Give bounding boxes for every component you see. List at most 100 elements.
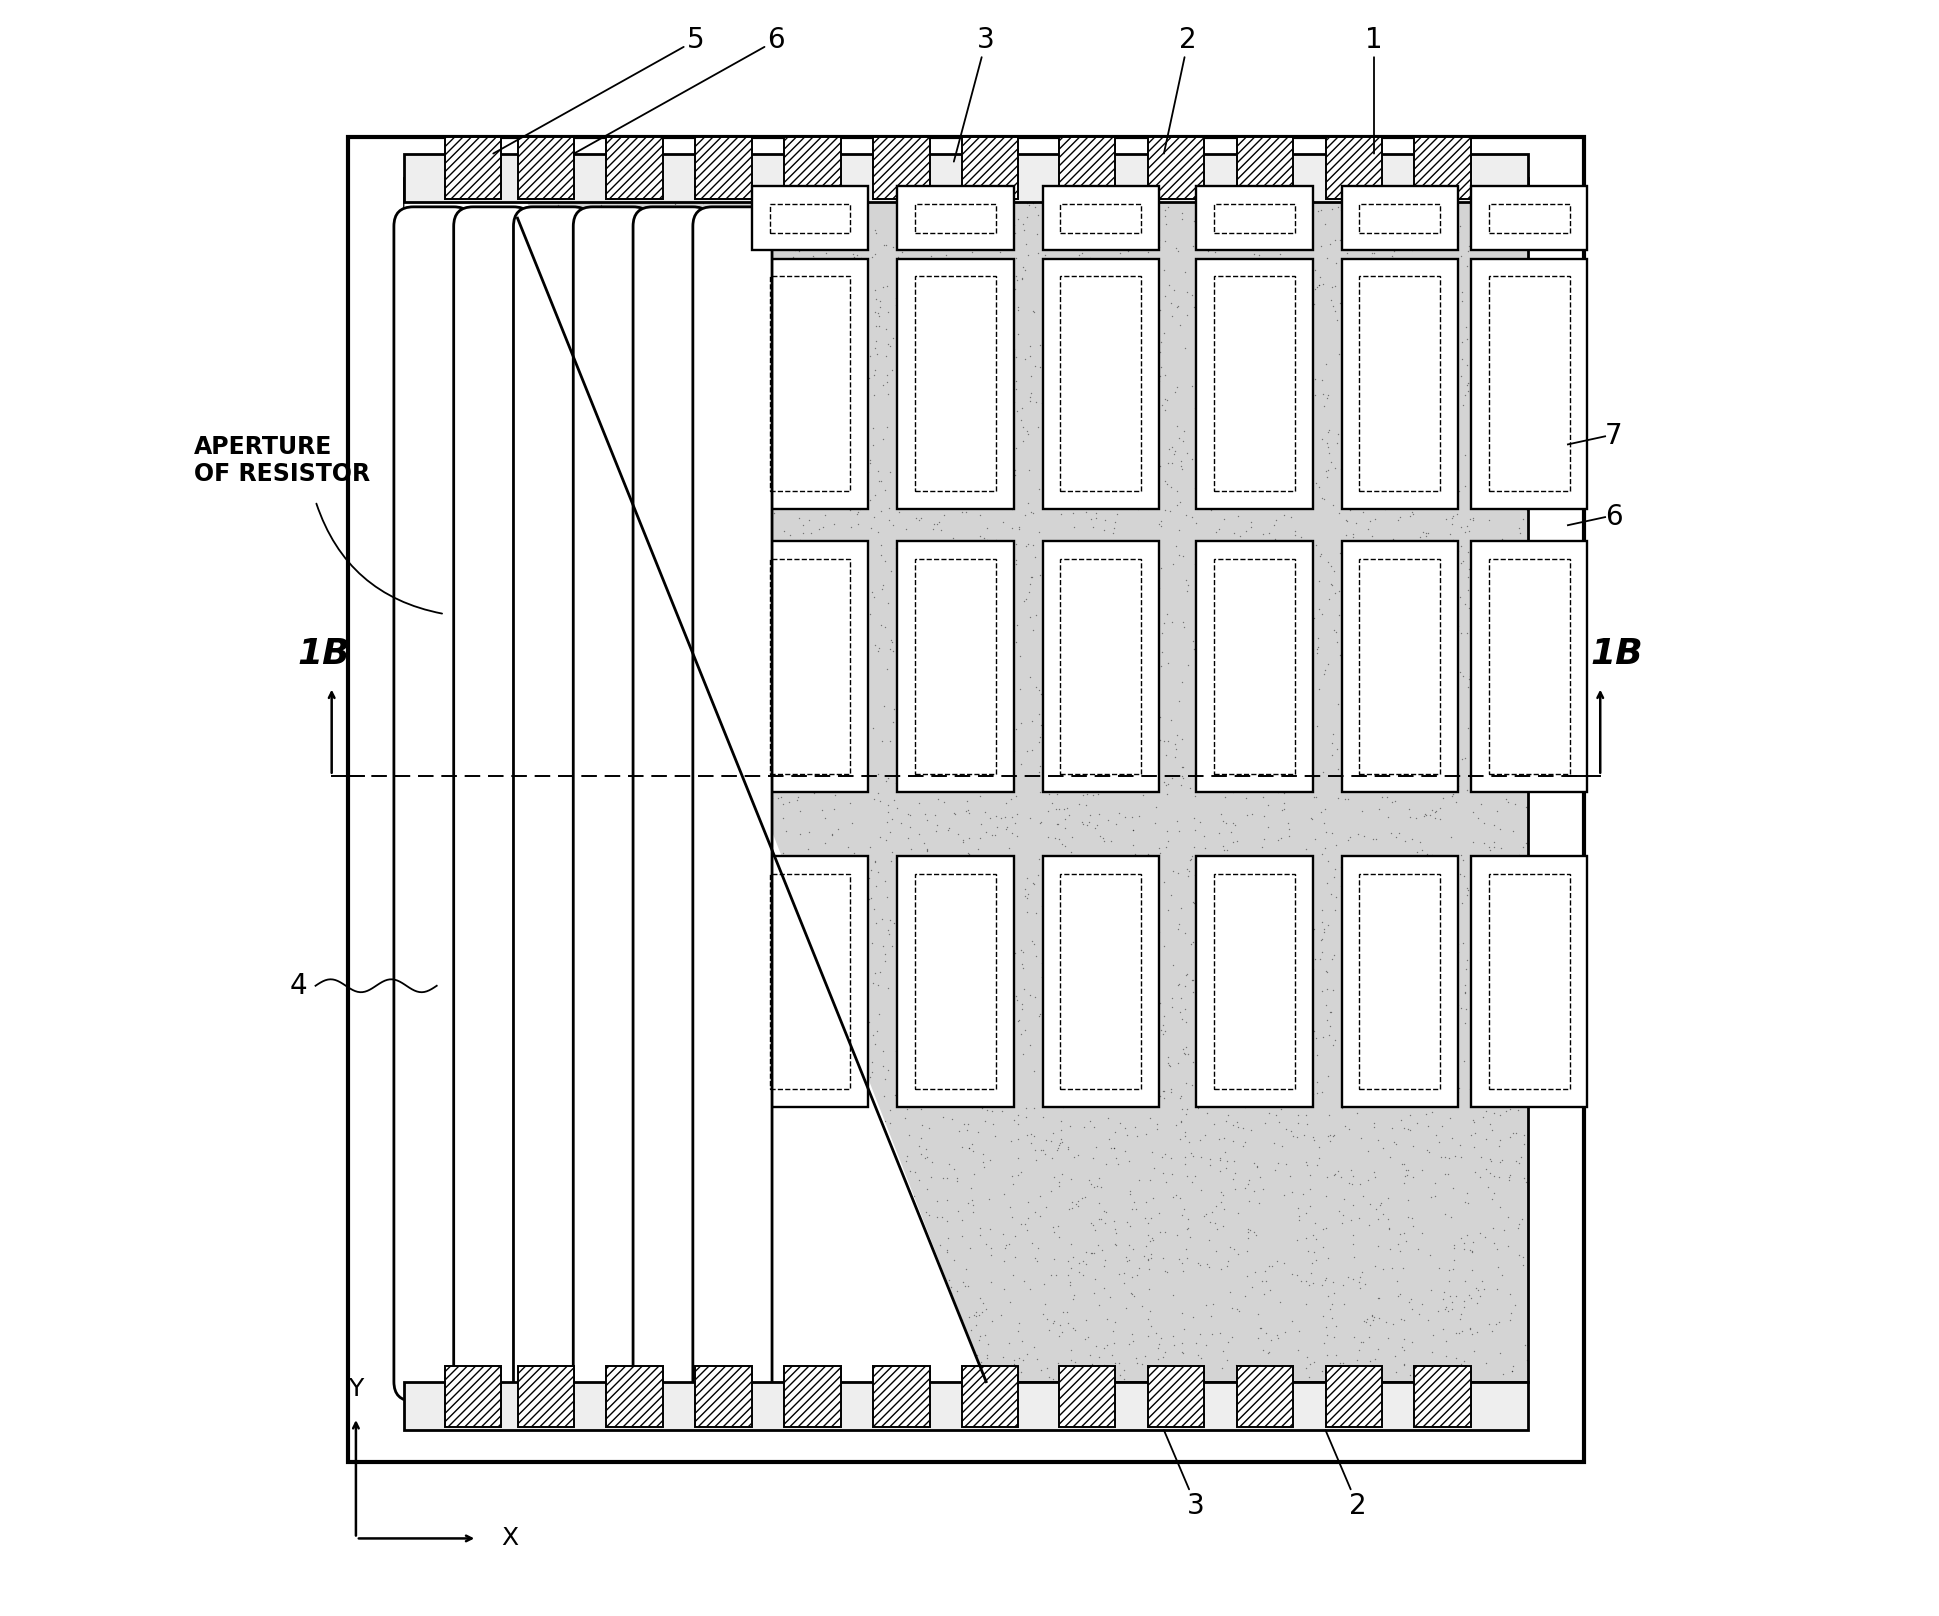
Point [1367, 690, 1398, 716]
Point [657, 1236, 688, 1262]
Point [690, 456, 721, 482]
Point [1371, 577, 1402, 603]
Point [1165, 1109, 1196, 1134]
Point [1200, 690, 1231, 716]
Point [1059, 968, 1090, 994]
Point [1503, 1241, 1534, 1267]
Point [1103, 239, 1134, 265]
Point [648, 1362, 679, 1388]
Point [1115, 803, 1146, 829]
Point [1142, 983, 1173, 1008]
Point [1173, 847, 1204, 873]
Point [1289, 1354, 1320, 1380]
Point [1227, 331, 1258, 357]
Point [1264, 570, 1295, 596]
Point [933, 643, 964, 669]
Point [1388, 1351, 1419, 1377]
Point [650, 291, 681, 317]
Point [1229, 1094, 1260, 1120]
Point [1181, 323, 1212, 349]
Point [1132, 1248, 1163, 1273]
Point [535, 448, 566, 473]
Point [1026, 1138, 1057, 1164]
Point [452, 1290, 483, 1315]
Point [946, 1270, 977, 1296]
Point [491, 911, 522, 937]
Point [966, 811, 997, 837]
Point [789, 532, 820, 558]
Point [409, 1262, 440, 1288]
Point [626, 1099, 657, 1125]
Point [1187, 255, 1218, 281]
Point [772, 612, 803, 638]
Point [871, 810, 902, 835]
Point [1309, 351, 1340, 377]
Point [659, 918, 690, 944]
Point [396, 486, 427, 512]
Point [1330, 729, 1361, 755]
Point [1303, 473, 1334, 499]
Point [1478, 1230, 1509, 1256]
Point [413, 433, 444, 459]
Point [741, 1058, 772, 1084]
Point [411, 415, 442, 441]
Point [1043, 1324, 1074, 1349]
Point [1280, 941, 1311, 966]
Point [814, 250, 845, 276]
Point [440, 370, 471, 396]
Point [1394, 444, 1425, 470]
Point [642, 449, 673, 475]
Point [489, 1189, 520, 1215]
Point [539, 212, 570, 238]
Point [931, 624, 962, 650]
Point [1419, 1122, 1450, 1147]
Point [570, 718, 601, 743]
Point [1443, 992, 1474, 1018]
Point [714, 419, 745, 444]
Point [766, 428, 797, 454]
Point [1191, 1251, 1222, 1277]
Point [1419, 323, 1450, 349]
Point [1154, 436, 1185, 462]
Point [1326, 220, 1357, 246]
Point [1022, 1248, 1053, 1273]
Point [524, 1107, 555, 1133]
Point [655, 884, 686, 910]
Point [1311, 464, 1342, 490]
Point [1059, 941, 1090, 966]
Point [1235, 692, 1266, 718]
Point [727, 1113, 758, 1139]
Point [1001, 784, 1032, 810]
Point [1032, 781, 1063, 806]
Point [1033, 204, 1065, 229]
Point [845, 952, 876, 978]
Point [729, 288, 760, 314]
Point [663, 1207, 694, 1233]
Point [1417, 768, 1448, 793]
Point [1410, 399, 1441, 425]
Point [1295, 191, 1326, 217]
Point [880, 292, 911, 318]
Point [1287, 726, 1319, 751]
Point [704, 331, 735, 357]
Point [756, 621, 787, 646]
Point [1101, 1010, 1132, 1036]
Point [1270, 962, 1301, 987]
Point [479, 233, 510, 259]
Point [754, 192, 785, 218]
Point [937, 246, 968, 271]
Point [1123, 882, 1154, 908]
Point [1035, 1262, 1066, 1288]
Point [520, 297, 551, 323]
Point [836, 533, 867, 559]
Point [1404, 333, 1435, 359]
Point [1196, 438, 1227, 464]
Point [1313, 433, 1344, 459]
Point [624, 1333, 655, 1359]
Point [1437, 633, 1468, 659]
Point [1059, 1349, 1090, 1375]
Point [1239, 215, 1270, 241]
Point [1375, 1144, 1406, 1170]
Point [1132, 1039, 1163, 1065]
Point [1384, 642, 1415, 667]
